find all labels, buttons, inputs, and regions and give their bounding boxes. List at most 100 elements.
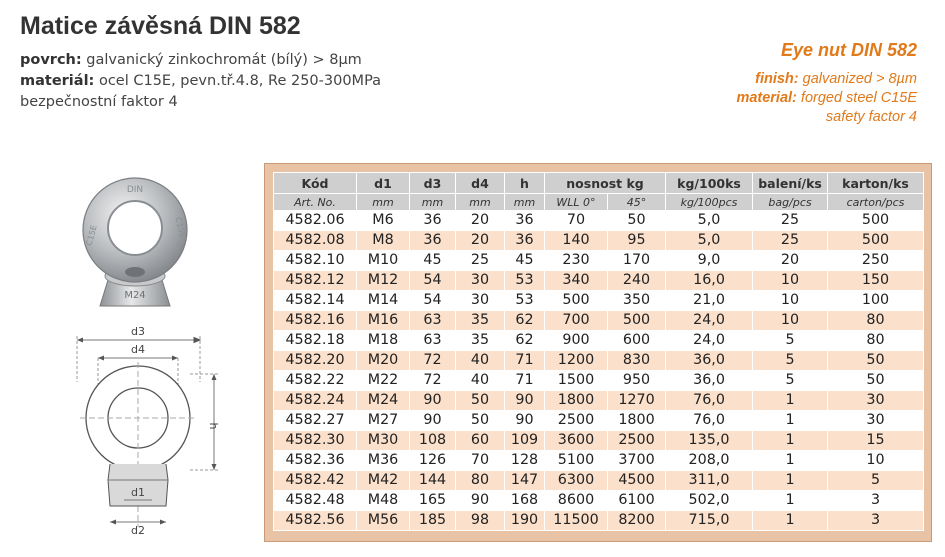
cell-wll-0: 900 bbox=[544, 330, 608, 351]
cell-bag: 20 bbox=[752, 250, 829, 271]
cell-carton: 80 bbox=[827, 330, 925, 351]
cell-h: 147 bbox=[504, 470, 545, 491]
cell-bag: 1 bbox=[752, 490, 829, 511]
cell-wll-0: 8600 bbox=[544, 490, 608, 511]
cell-d1: M56 bbox=[356, 510, 410, 531]
cell-d4: 50 bbox=[455, 390, 505, 411]
table-row: 4582.20 M20 72 40 71 1200 830 36,0 5 50 bbox=[273, 350, 925, 371]
cell-d1: M16 bbox=[356, 310, 410, 331]
safety-en-line: safety factor 4 bbox=[825, 109, 917, 125]
cell-d3: 90 bbox=[409, 390, 456, 411]
cell-d1: M10 bbox=[356, 250, 410, 271]
specs-en: finish: galvanized > 8µm material: forge… bbox=[736, 70, 917, 127]
cell-wll-45: 8200 bbox=[606, 510, 667, 531]
cell-h: 190 bbox=[504, 510, 545, 531]
table-row: 4582.16 M16 63 35 62 700 500 24,0 10 80 bbox=[273, 310, 925, 331]
cell-h: 71 bbox=[504, 350, 545, 371]
cell-bag: 25 bbox=[752, 210, 829, 231]
col-header-nosnost: nosnost kg bbox=[543, 172, 667, 194]
cell-wll-0: 140 bbox=[544, 230, 608, 251]
cell-carton: 50 bbox=[827, 350, 925, 371]
cell-wll-45: 4500 bbox=[606, 470, 667, 491]
subheader-wll-0: WLL 0° bbox=[544, 193, 608, 211]
cell-wll-0: 2500 bbox=[544, 410, 608, 431]
cell-h: 90 bbox=[504, 390, 545, 411]
cell-weight: 24,0 bbox=[665, 330, 754, 351]
surface-value: galvanický zinkochromát (bílý) > 8µm bbox=[81, 52, 362, 68]
cell-h: 36 bbox=[504, 210, 545, 231]
table-row: 4582.08 M8 36 20 36 140 95 5,0 25 500 bbox=[273, 230, 925, 251]
subheader-weight-unit: kg/100pcs bbox=[665, 193, 754, 211]
col-header-karton: karton/ks bbox=[827, 172, 925, 194]
cell-weight: 208,0 bbox=[665, 450, 754, 471]
cell-bag: 1 bbox=[752, 430, 829, 451]
cell-wll-45: 3700 bbox=[606, 450, 667, 471]
title-en: Eye nut DIN 582 bbox=[780, 40, 917, 60]
table-row: 4582.12 M12 54 30 53 340 240 16,0 10 150 bbox=[273, 270, 925, 291]
cell-code: 4582.08 bbox=[273, 230, 357, 251]
cell-d3: 45 bbox=[409, 250, 456, 271]
cell-h: 53 bbox=[504, 290, 545, 311]
cell-carton: 80 bbox=[827, 310, 925, 331]
table-row: 4582.36 M36 126 70 128 5100 3700 208,0 1 10 bbox=[273, 450, 925, 471]
cell-code: 4582.22 bbox=[273, 370, 357, 391]
cell-d4: 60 bbox=[455, 430, 505, 451]
cell-code: 4582.14 bbox=[273, 290, 357, 311]
subheader-h-unit: mm bbox=[504, 193, 545, 211]
cell-wll-0: 230 bbox=[544, 250, 608, 271]
table-row: 4582.22 M22 72 40 71 1500 950 36,0 5 50 bbox=[273, 370, 925, 391]
col-header-weight: kg/100ks bbox=[665, 172, 754, 194]
col-header-baleni: balení/ks bbox=[752, 172, 829, 194]
technical-drawing: d3 d4 h d1 d2 bbox=[76, 325, 220, 537]
material-label: materiál: bbox=[20, 73, 95, 89]
table-row: 4582.18 M18 63 35 62 900 600 24,0 5 80 bbox=[273, 330, 925, 351]
cell-bag: 5 bbox=[752, 350, 829, 371]
cell-weight: 5,0 bbox=[665, 210, 754, 231]
cell-wll-0: 5100 bbox=[544, 450, 608, 471]
cell-carton: 15 bbox=[827, 430, 925, 451]
cell-h: 62 bbox=[504, 310, 545, 331]
safety-line: bezpečnostní faktor 4 bbox=[20, 94, 178, 110]
cell-h: 45 bbox=[504, 250, 545, 271]
cell-bag: 1 bbox=[752, 450, 829, 471]
cell-wll-45: 95 bbox=[606, 230, 667, 251]
cell-d1: M8 bbox=[356, 230, 410, 251]
cell-d4: 90 bbox=[455, 490, 505, 511]
cell-d1: M14 bbox=[356, 290, 410, 311]
cell-d4: 35 bbox=[455, 330, 505, 351]
page-title: Matice závěsná DIN 582 bbox=[20, 12, 301, 40]
cell-d3: 165 bbox=[409, 490, 456, 511]
cell-d1: M42 bbox=[356, 470, 410, 491]
table-row: 4582.10 M10 45 25 45 230 170 9,0 20 250 bbox=[273, 250, 925, 271]
cell-d3: 63 bbox=[409, 330, 456, 351]
cell-d4: 30 bbox=[455, 290, 505, 311]
cell-wll-45: 1800 bbox=[606, 410, 667, 431]
cell-d4: 35 bbox=[455, 310, 505, 331]
subheader-carton: carton/pcs bbox=[827, 193, 925, 211]
specs-cz: povrch: galvanický zinkochromát (bílý) >… bbox=[20, 50, 381, 113]
cell-weight: 16,0 bbox=[665, 270, 754, 291]
cell-h: 128 bbox=[504, 450, 545, 471]
cell-weight: 36,0 bbox=[665, 350, 754, 371]
cell-wll-0: 3600 bbox=[544, 430, 608, 451]
cell-bag: 10 bbox=[752, 270, 829, 291]
cell-wll-0: 500 bbox=[544, 290, 608, 311]
cell-weight: 715,0 bbox=[665, 510, 754, 531]
finish-line: finish: galvanized > 8µm bbox=[736, 70, 917, 89]
cell-wll-45: 50 bbox=[606, 210, 667, 231]
cell-code: 4582.20 bbox=[273, 350, 357, 371]
cell-wll-45: 170 bbox=[606, 250, 667, 271]
cell-d1: M24 bbox=[356, 390, 410, 411]
cell-d1: M18 bbox=[356, 330, 410, 351]
cell-d3: 54 bbox=[409, 290, 456, 311]
cell-d4: 25 bbox=[455, 250, 505, 271]
subheader-bag: bag/pcs bbox=[752, 193, 829, 211]
cell-bag: 5 bbox=[752, 330, 829, 351]
cell-d1: M36 bbox=[356, 450, 410, 471]
cell-carton: 250 bbox=[827, 250, 925, 271]
col-header-h: h bbox=[504, 172, 545, 194]
table-row: 4582.30 M30 108 60 109 3600 2500 135,0 1 15 bbox=[273, 430, 925, 451]
material-line: materiál: ocel C15E, pevn.tř.4.8, Re 250… bbox=[20, 71, 381, 92]
cell-d1: M48 bbox=[356, 490, 410, 511]
cell-d1: M12 bbox=[356, 270, 410, 291]
